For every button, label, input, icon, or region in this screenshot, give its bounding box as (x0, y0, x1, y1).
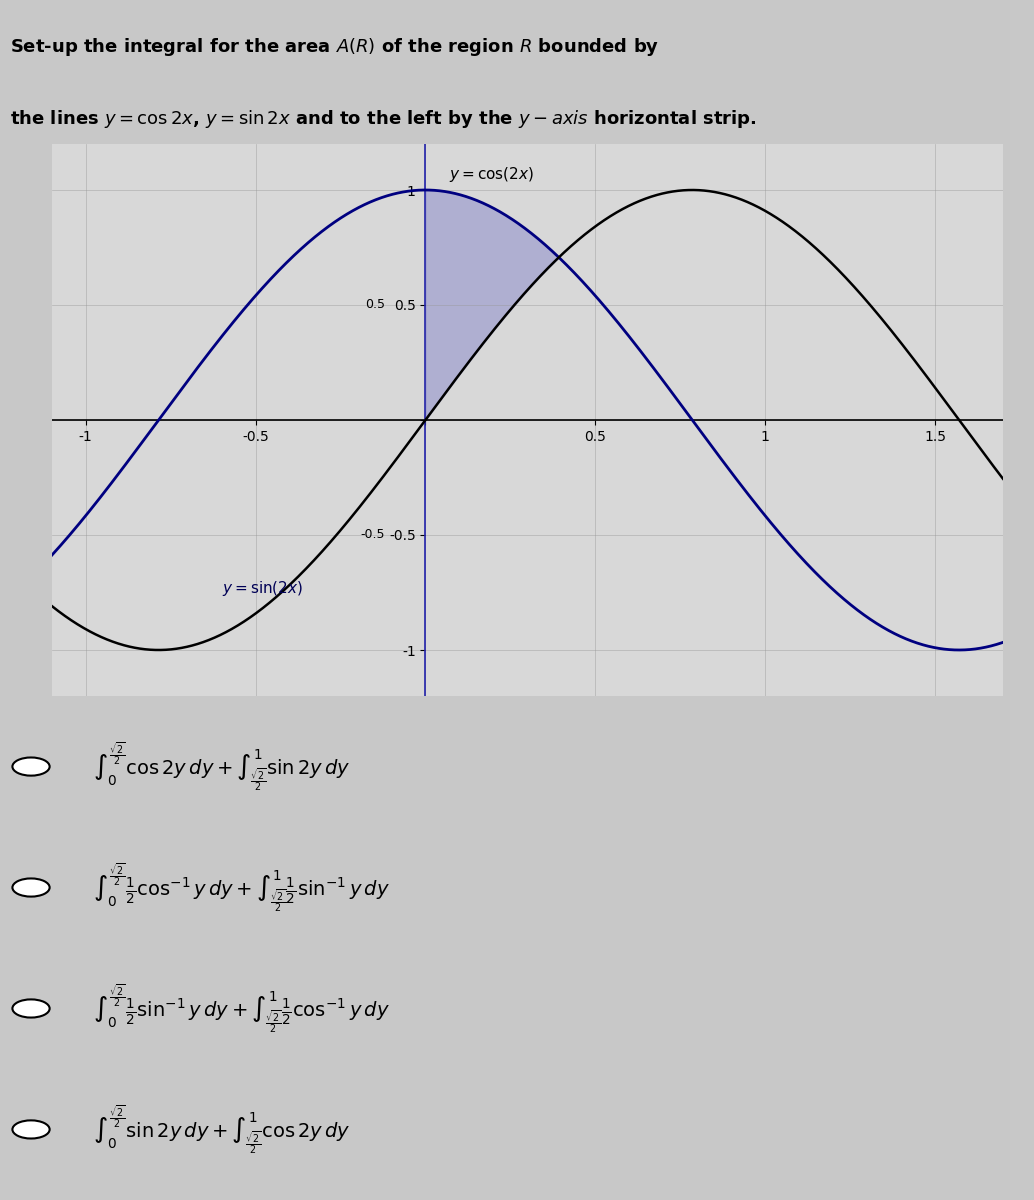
Text: $y = \sin(2x)$: $y = \sin(2x)$ (221, 578, 303, 598)
Text: 0.5: 0.5 (365, 299, 385, 312)
Text: Set-up the integral for the area $A(R)$ of the region $R$ bounded by: Set-up the integral for the area $A(R)$ … (10, 36, 660, 58)
Text: $\int_0^{\frac{\sqrt{2}}{2}} \sin 2y\,dy + \int_{\frac{\sqrt{2}}{2}}^{1} \cos 2y: $\int_0^{\frac{\sqrt{2}}{2}} \sin 2y\,dy… (93, 1103, 351, 1156)
Text: $\int_0^{\frac{\sqrt{2}}{2}} \frac{1}{2}\cos^{-1} y\,dy + \int_{\frac{\sqrt{2}}{: $\int_0^{\frac{\sqrt{2}}{2}} \frac{1}{2}… (93, 862, 390, 913)
Text: $\int_0^{\frac{\sqrt{2}}{2}} \frac{1}{2}\sin^{-1} y\,dy + \int_{\frac{\sqrt{2}}{: $\int_0^{\frac{\sqrt{2}}{2}} \frac{1}{2}… (93, 983, 390, 1034)
Text: $\int_0^{\frac{\sqrt{2}}{2}} \cos 2y\,dy + \int_{\frac{\sqrt{2}}{2}}^{1} \sin 2y: $\int_0^{\frac{\sqrt{2}}{2}} \cos 2y\,dy… (93, 740, 351, 793)
Circle shape (12, 1121, 50, 1139)
Text: the lines $y = \cos 2x$, $y = \sin 2x$ and to the left by the $y - \mathit{axis}: the lines $y = \cos 2x$, $y = \sin 2x$ a… (10, 108, 757, 130)
Text: -0.5: -0.5 (360, 528, 385, 541)
Circle shape (12, 757, 50, 775)
Circle shape (12, 878, 50, 896)
Text: $y = \cos(2x)$: $y = \cos(2x)$ (449, 164, 535, 184)
Circle shape (12, 1000, 50, 1018)
